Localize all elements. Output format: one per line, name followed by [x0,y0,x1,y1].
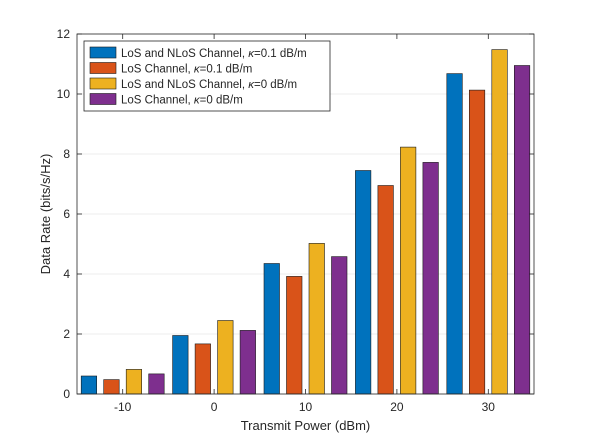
x-tick-labels: -10 0 10 20 30 [114,400,495,414]
y-tick-labels: 0 2 4 6 8 10 12 [57,27,71,401]
bars [80,49,531,395]
legend-item: LoS and NLoS Channel, κ=0 dB/m [89,77,297,91]
bar-series-4-cat-20 [422,162,439,395]
bar-series-4-cat-30 [513,65,531,395]
bar-series-2-cat-20 [377,185,394,395]
x-tick-label: 30 [482,400,496,414]
bar-series-4-cat-10 [331,256,348,395]
x-tick-label: 0 [211,400,218,414]
legend-label-part: =0 dB/m [254,79,297,91]
y-tick-label: 8 [63,147,70,161]
axis-ticks [77,33,534,395]
bar-series-3-cat-10 [308,243,325,395]
legend-label-part: =0.1 dB/m [254,48,307,60]
legend-label: LoS Channel, κ=0.1 dB/m [121,64,252,76]
legend-label-part: LoS and NLoS Channel, [121,48,248,60]
legend-label: LoS Channel, κ=0 dB/m [121,95,243,107]
bar-series-2-cat-10 [286,276,303,395]
y-tick-label: 6 [63,207,70,221]
bar-series-1-cat-10 [263,263,280,395]
legend-item: LoS Channel, κ=0 dB/m [89,93,243,107]
bar-series-1-cat-0 [172,335,189,395]
bar-series-2-cat-0 [194,343,211,395]
legend-label-part: κ [194,95,201,107]
legend-label-part: κ [248,79,255,91]
y-tick-label: 2 [63,327,70,341]
legend-label-part: LoS and NLoS Channel, [121,79,248,91]
bar-series-3-cat-30 [491,49,508,395]
legend-label-part: κ [248,48,255,60]
legend-label: LoS and NLoS Channel, κ=0.1 dB/m [121,48,307,60]
legend-swatch [89,62,117,74]
legend-swatch [89,77,117,90]
legend-label-part: =0.1 dB/m [200,64,253,76]
legend-label: LoS and NLoS Channel, κ=0 dB/m [121,79,297,91]
legend-swatch [89,46,117,59]
bar-series-3-cat--10 [125,369,142,395]
bar-series-1-cat--10 [80,375,97,395]
bar-series-3-cat-20 [400,146,417,395]
bar-series-4-cat-0 [239,330,256,395]
y-tick-label: 0 [63,387,70,401]
legend-label-part: LoS Channel, [121,64,194,76]
bar-series-1-cat-20 [355,170,372,395]
y-tick-label: 12 [57,27,71,41]
legend-item: LoS Channel, κ=0.1 dB/m [89,62,252,76]
bar-series-2-cat--10 [103,379,120,395]
x-tick-label: -10 [114,400,132,414]
x-tick-label: 20 [390,400,404,414]
legend-label-part: κ [194,64,201,76]
x-tick-label: 10 [299,400,313,414]
legend-item: LoS and NLoS Channel, κ=0.1 dB/m [89,46,307,60]
legend-label-part: =0 dB/m [200,95,243,107]
legend-label-part: LoS Channel, [121,95,194,107]
legend-box [83,40,331,112]
bar-series-2-cat-30 [468,89,486,395]
y-tick-label: 10 [57,87,71,101]
y-axis-title: Data Rate (bits/s/Hz) [38,154,53,275]
legend-swatch [89,93,117,105]
bar-series-3-cat-0 [217,320,234,395]
bar-series-1-cat-30 [446,73,463,395]
bar-series-4-cat--10 [148,373,165,395]
y-tick-label: 4 [63,267,70,281]
x-axis-title: Transmit Power (dBm) [241,418,371,433]
